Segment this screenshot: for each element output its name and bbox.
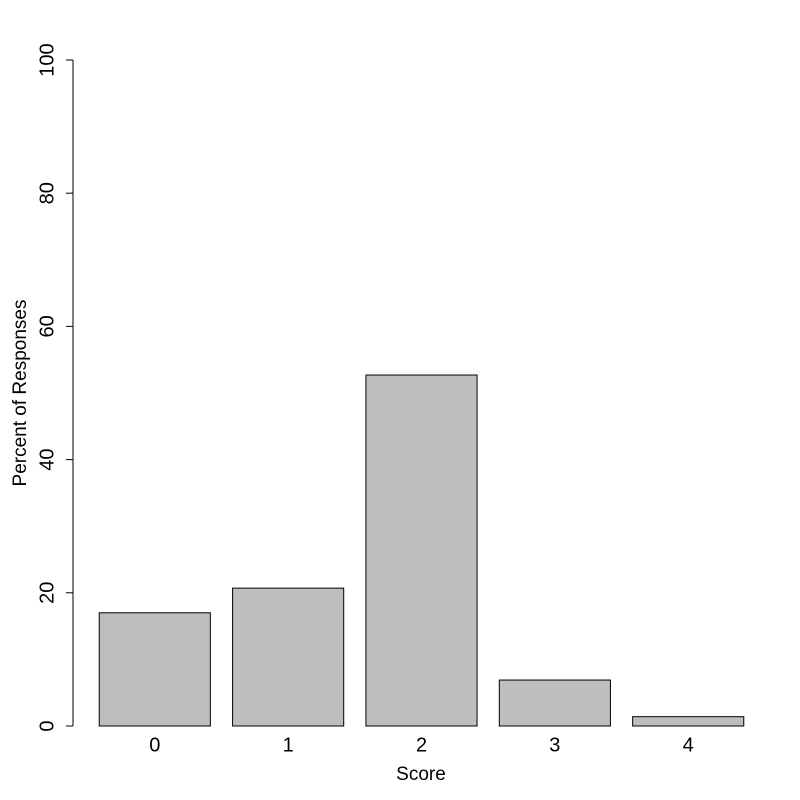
x-tick-label: 3 [549,734,560,756]
x-tick-label: 1 [283,734,294,756]
y-axis-label: Percent of Responses [10,300,31,487]
y-tick-label: 40 [36,448,58,470]
bar [365,374,478,727]
bar [232,587,345,727]
y-tick-label: 60 [36,315,58,337]
bar [632,716,745,727]
y-tick-label: 20 [36,582,58,604]
y-tick-label: 0 [36,720,58,731]
bar [98,612,211,727]
x-tick-label: 4 [683,734,694,756]
x-axis-label: Score [396,764,446,785]
bar [498,679,611,727]
y-tick-label: 80 [36,182,58,204]
y-tick-label: 100 [36,43,58,76]
x-tick-label: 0 [149,734,160,756]
x-tick-label: 2 [416,734,427,756]
